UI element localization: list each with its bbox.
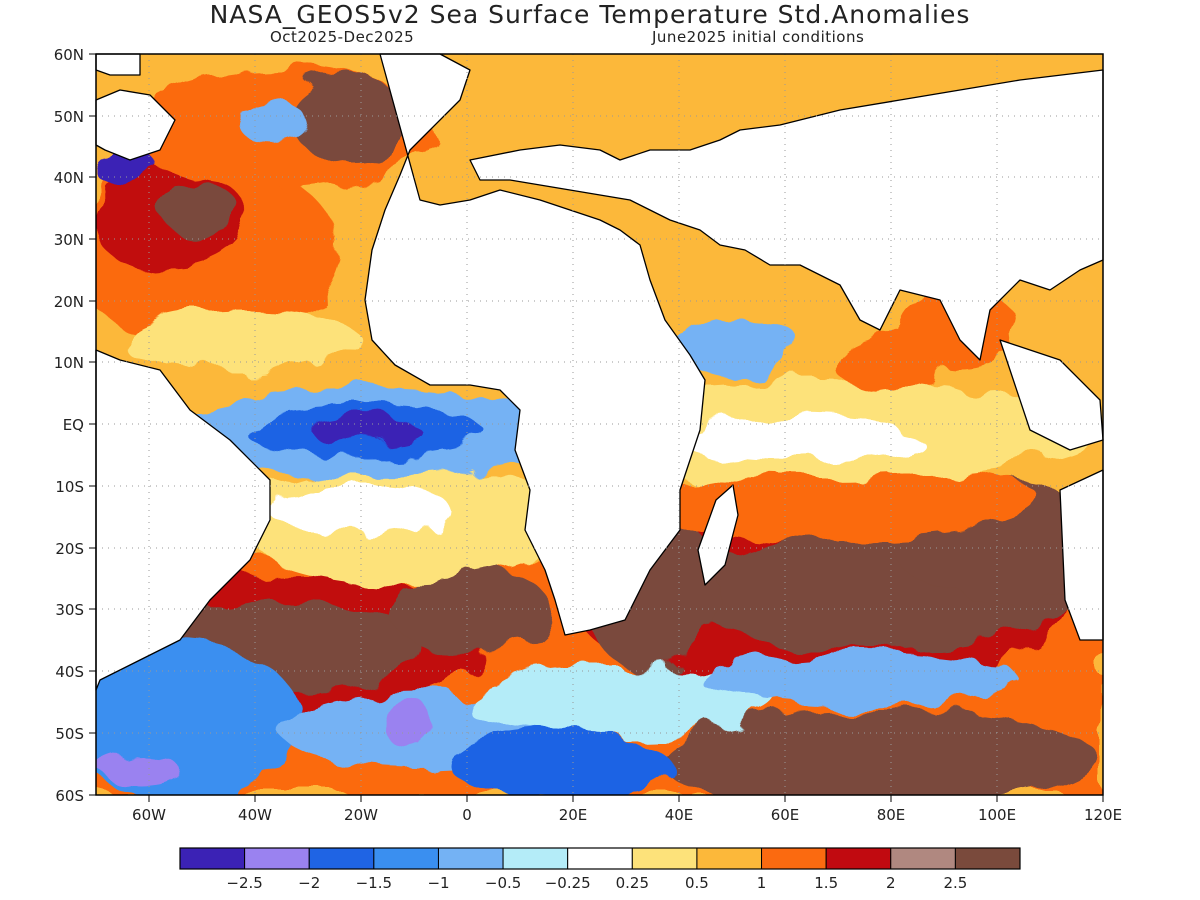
lat-label: 10S [55, 478, 84, 496]
colorbar-swatch [437, 847, 504, 870]
colorbar-swatch [308, 847, 375, 870]
colorbar-label: −0.25 [545, 874, 591, 892]
lat-label: 40S [55, 663, 84, 681]
colorbar-label: −2 [298, 874, 320, 892]
colorbar-label: 1 [757, 874, 767, 892]
colorbar-swatch [825, 847, 892, 870]
lon-label: 40W [238, 806, 272, 824]
lat-label: 50S [55, 725, 84, 743]
lon-label: 60W [132, 806, 166, 824]
lat-label: 20S [55, 540, 84, 558]
initial-conditions: June2025 initial conditions [652, 28, 865, 46]
lon-label: 80E [877, 806, 906, 824]
lat-label: EQ [63, 416, 84, 434]
colorbar-swatch [761, 847, 827, 870]
colorbar-swatch [954, 847, 1021, 870]
lon-label: 60E [771, 806, 800, 824]
colorbar-swatch [502, 847, 569, 870]
colorbar-label: 2.5 [943, 874, 967, 892]
longitude-axis [148, 795, 1104, 802]
colorbar-label: −0.5 [485, 874, 521, 892]
colorbar-label: −1.5 [356, 874, 392, 892]
lat-label: 30N [54, 231, 84, 249]
colorbar-label: 0.25 [616, 874, 649, 892]
colorbar-swatch [890, 847, 956, 870]
lon-label: 20W [344, 806, 378, 824]
colorbar-label: 1.5 [814, 874, 838, 892]
colorbar-swatch [696, 847, 763, 870]
colorbar-swatch [631, 847, 698, 870]
colorbar-label: 2 [886, 874, 896, 892]
lat-label: 50N [54, 108, 84, 126]
lon-label: 120E [1084, 806, 1122, 824]
forecast-period: Oct2025-Dec2025 [270, 28, 415, 46]
lon-label: 40E [665, 806, 694, 824]
colorbar-swatch [567, 847, 633, 870]
lat-label: 10N [54, 354, 84, 372]
colorbar-label: −2.5 [226, 874, 262, 892]
latitude-axis [89, 53, 96, 796]
colorbar: −2.5 −2 −1.5 −1 −0.5 −0.25 0.25 0.5 1 1.… [179, 847, 1021, 892]
lon-label: 20E [559, 806, 588, 824]
lon-label: 100E [978, 806, 1016, 824]
lat-label: 60S [55, 787, 84, 805]
lon-label: 0 [462, 806, 472, 824]
lat-label: 60N [54, 46, 84, 64]
lat-label: 40N [54, 169, 84, 187]
colorbar-label: 0.5 [685, 874, 709, 892]
lat-label: 20N [54, 293, 84, 311]
map-title: NASA_GEOS5v2 Sea Surface Temperature Std… [209, 0, 971, 29]
colorbar-swatch [179, 847, 246, 870]
lat-label: 30S [55, 601, 84, 619]
colorbar-swatch [244, 847, 310, 870]
land-masses [95, 53, 1104, 691]
colorbar-label: −1 [427, 874, 449, 892]
colorbar-swatch [373, 847, 439, 870]
